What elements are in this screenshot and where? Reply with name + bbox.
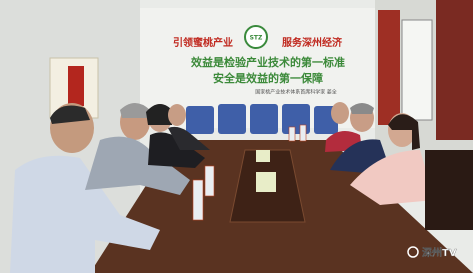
window (402, 20, 432, 120)
tissue-box (256, 150, 270, 162)
photo-scene: 引领蜜桃产业 STZ 服务深州经济 效益是检验产业技术的第一标准 安全是效益的第… (0, 0, 473, 273)
curtain (436, 0, 473, 140)
logo-text: STZ (250, 35, 263, 42)
chair-right (425, 150, 473, 230)
motto-line: 安全是效益的第一保障 (213, 71, 323, 85)
motto-line: 效益是检验产业技术的第一标准 (191, 55, 345, 69)
watermark: 深州TV (422, 246, 457, 259)
slogan-left: 引领蜜桃产业 (173, 36, 233, 49)
slogan-right: 服务深州经济 (282, 36, 343, 49)
curtain (378, 10, 400, 125)
signature: 国家桃产业技术体系首席科学家 姜全 (255, 89, 337, 96)
back-chairs (186, 104, 338, 134)
poster-banner (68, 66, 84, 106)
page: 引领蜜桃产业 STZ 服务深州经济 效益是检验产业技术的第一标准 安全是效益的第… (0, 0, 473, 273)
tissue-box (256, 172, 276, 192)
